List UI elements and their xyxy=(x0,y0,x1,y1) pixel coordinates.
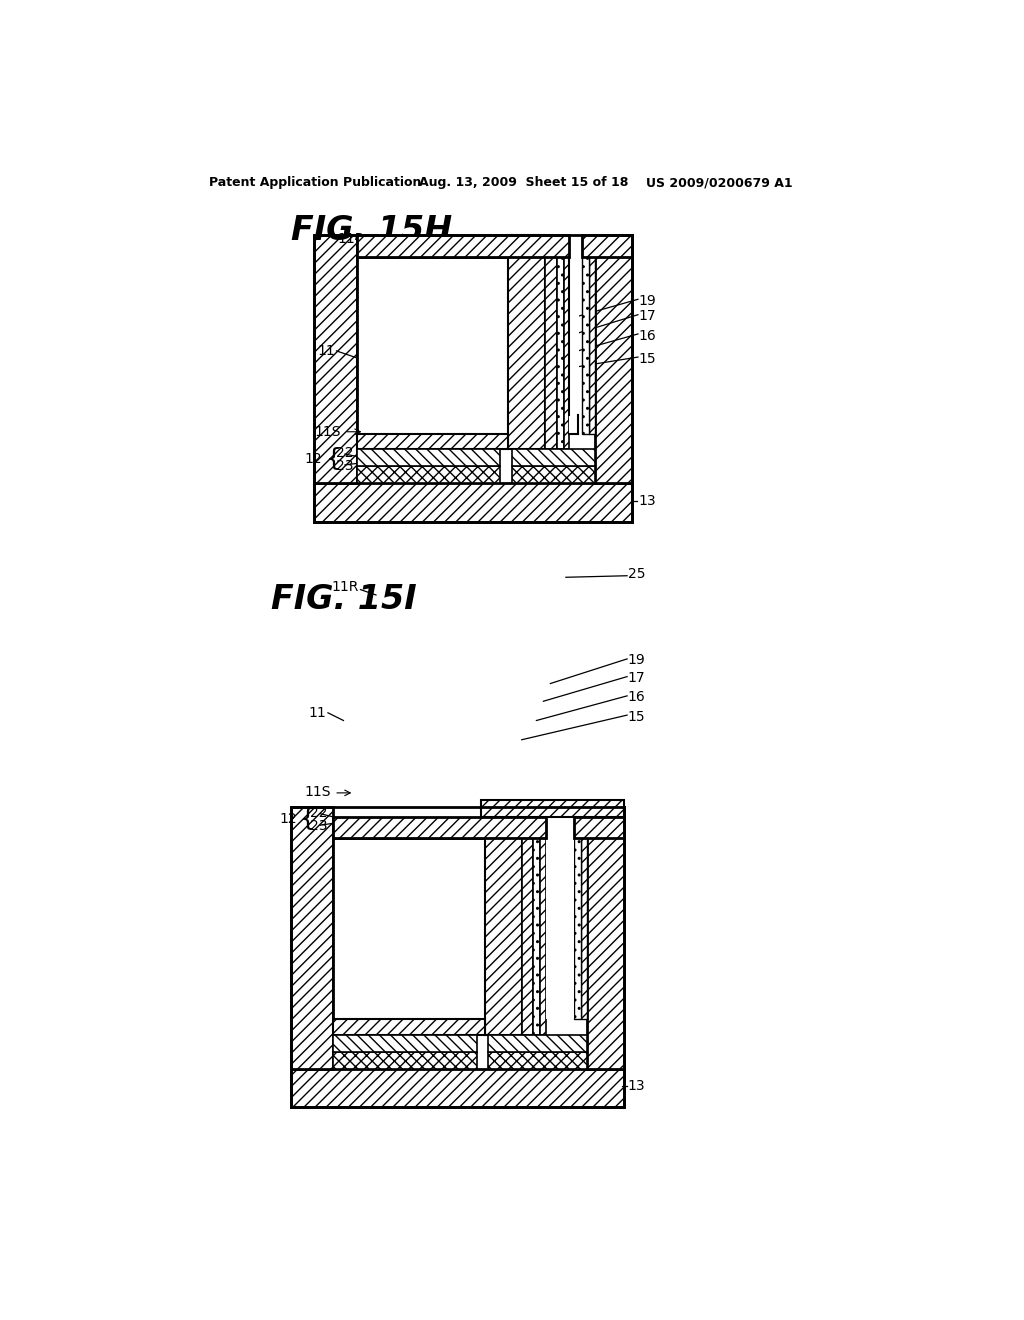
Bar xyxy=(334,1019,484,1035)
Bar xyxy=(291,807,624,1107)
Bar xyxy=(512,449,595,466)
Bar xyxy=(587,807,624,1069)
Bar xyxy=(314,235,632,521)
Bar xyxy=(480,800,624,817)
Bar xyxy=(488,1052,587,1069)
Text: 22: 22 xyxy=(310,807,328,820)
Bar xyxy=(488,1035,587,1052)
Bar xyxy=(356,466,500,483)
Text: 11: 11 xyxy=(317,345,335,358)
Bar xyxy=(356,235,569,257)
Text: Aug. 13, 2009  Sheet 15 of 18: Aug. 13, 2009 Sheet 15 of 18 xyxy=(419,176,628,189)
Text: FIG. 15I: FIG. 15I xyxy=(271,583,417,616)
Bar xyxy=(541,817,546,1035)
Text: 12: 12 xyxy=(280,812,297,826)
Bar xyxy=(334,817,546,838)
Bar xyxy=(582,817,587,1019)
Text: 19: 19 xyxy=(638,294,655,308)
Bar xyxy=(574,817,624,838)
Text: 11R: 11R xyxy=(332,581,359,594)
Text: 17: 17 xyxy=(638,309,655,323)
Bar xyxy=(595,235,632,483)
Text: 11S: 11S xyxy=(304,785,331,799)
Text: 23: 23 xyxy=(336,458,353,473)
Bar xyxy=(334,838,484,1019)
Text: 17: 17 xyxy=(628,671,645,685)
Bar xyxy=(356,434,508,449)
Text: FIG. 15H: FIG. 15H xyxy=(291,214,452,247)
Bar xyxy=(508,235,545,449)
Bar xyxy=(512,466,595,483)
Bar xyxy=(583,235,632,257)
Bar xyxy=(589,235,595,434)
Text: 13: 13 xyxy=(628,1080,645,1093)
Bar xyxy=(291,807,334,1069)
Bar xyxy=(334,1052,477,1069)
Bar xyxy=(291,1069,624,1107)
Bar xyxy=(314,235,356,483)
Text: 11R: 11R xyxy=(337,232,365,247)
Bar xyxy=(574,817,582,1019)
Bar xyxy=(546,838,574,1019)
Text: Patent Application Publication: Patent Application Publication xyxy=(209,176,422,189)
Bar xyxy=(484,817,521,1035)
Text: 22: 22 xyxy=(336,446,353,461)
Bar xyxy=(314,483,632,521)
Text: 13: 13 xyxy=(638,494,655,508)
Text: US 2009/0200679 A1: US 2009/0200679 A1 xyxy=(646,176,793,189)
Text: 25: 25 xyxy=(628,568,645,581)
Bar xyxy=(545,235,557,449)
Text: {: { xyxy=(300,807,316,832)
Text: 12: 12 xyxy=(304,453,322,466)
Bar xyxy=(569,257,579,434)
Text: 19: 19 xyxy=(628,653,645,668)
Bar xyxy=(583,235,589,434)
Bar xyxy=(521,817,534,1035)
Text: 16: 16 xyxy=(638,329,655,342)
Text: 11S: 11S xyxy=(314,425,341,438)
Bar xyxy=(356,449,500,466)
Bar xyxy=(356,257,508,434)
Text: 15: 15 xyxy=(638,351,655,366)
Text: 16: 16 xyxy=(628,690,645,705)
Bar xyxy=(563,235,569,449)
Text: {: { xyxy=(326,447,341,471)
Text: 15: 15 xyxy=(628,710,645,723)
Bar xyxy=(334,1035,477,1052)
Polygon shape xyxy=(569,257,579,411)
Text: 23: 23 xyxy=(310,818,328,833)
Bar xyxy=(534,817,541,1035)
Bar xyxy=(557,235,563,449)
Text: 11: 11 xyxy=(308,706,327,719)
